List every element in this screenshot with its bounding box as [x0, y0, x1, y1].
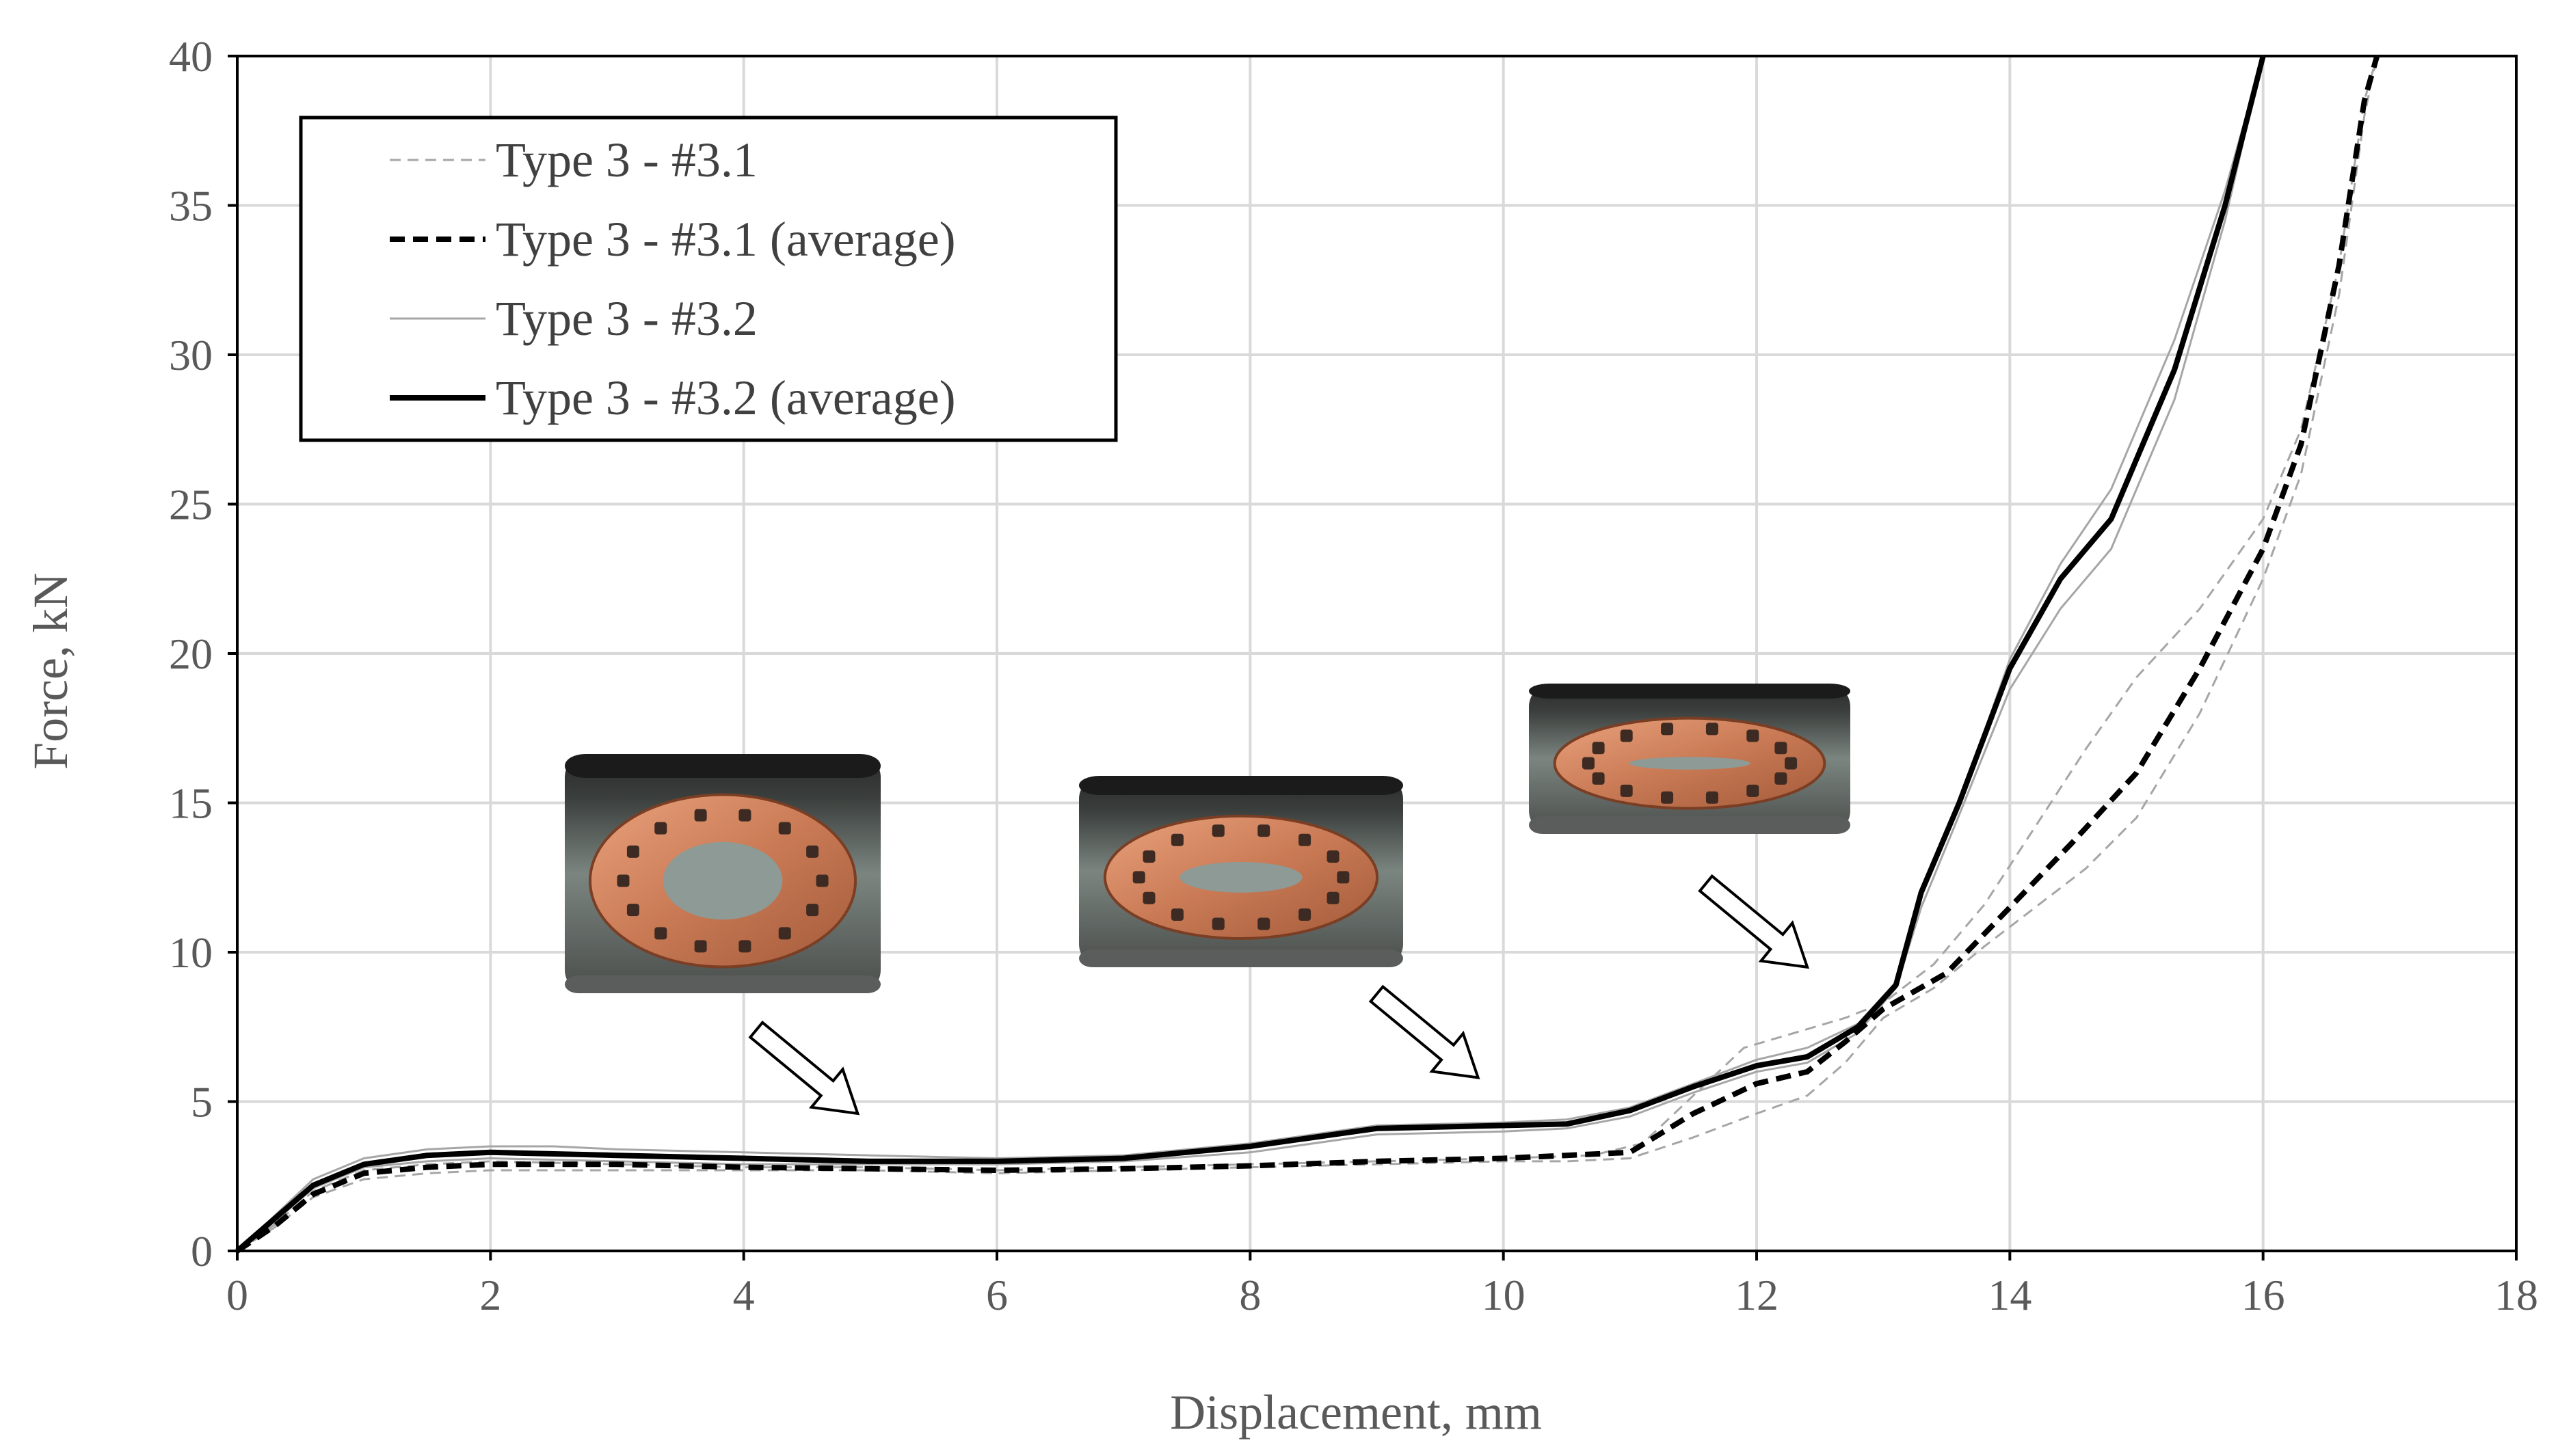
lattice-cell [1337, 871, 1350, 884]
lattice-cell [806, 904, 819, 917]
specimen-photo-3 [1529, 684, 1850, 834]
y-axis-title: Force, kN [23, 573, 78, 770]
lattice-cell [1327, 850, 1340, 863]
series-line-6 [235, 55, 2266, 1254]
lattice-cell [1592, 772, 1605, 785]
legend-label: Type 3 - #3.2 [496, 291, 758, 346]
arrow-3 [1698, 874, 1810, 969]
series-line-1 [237, 55, 2378, 1252]
x-tick-label: 4 [733, 1271, 755, 1319]
x-tick-label: 8 [1239, 1271, 1261, 1319]
lattice-cell [1212, 824, 1225, 837]
legend-box [299, 116, 1118, 442]
y-tick-label: 15 [169, 779, 213, 828]
arrow-1 [748, 1020, 860, 1116]
lattice-cell [1774, 772, 1787, 785]
lattice-cell [654, 927, 667, 940]
lattice-cell [1661, 791, 1674, 804]
lattice-cell [1143, 891, 1156, 904]
legend-label: Type 3 - #3.2 (average) [496, 370, 956, 425]
specimen-photo-2 [1079, 776, 1403, 967]
y-tick-label: 10 [169, 928, 213, 977]
lattice-cell [1774, 742, 1787, 755]
specimen-void [663, 841, 783, 920]
lattice-cell [1620, 784, 1633, 797]
lattice-cell [1705, 723, 1718, 736]
press-plate-top [1529, 684, 1850, 699]
lattice-cell [778, 927, 791, 940]
lattice-cell [1143, 850, 1156, 863]
specimen-void [1180, 862, 1303, 893]
lattice-cell [626, 904, 639, 917]
x-tick-label: 2 [479, 1271, 501, 1319]
lattice-cell [1592, 742, 1605, 755]
y-tick-label: 40 [169, 32, 213, 81]
series-line-4 [236, 55, 2265, 1252]
x-tick-label: 14 [1988, 1271, 2031, 1319]
series-line-5 [237, 55, 2265, 1252]
lattice-cell [1705, 791, 1718, 804]
lattice-cell [1257, 917, 1270, 930]
legend: Type 3 - #3.1 Type 3 - #3.1 (average) Type… [299, 116, 1118, 442]
y-axis-ticks: 0 5 10 15 20 25 30 35 40 [169, 32, 237, 1276]
lattice-cell [1298, 908, 1311, 921]
lattice-cell [1327, 891, 1340, 904]
lattice-cell [778, 822, 791, 835]
legend-label: Type 3 - #3.1 (average) [496, 212, 956, 267]
x-tick-label: 16 [2241, 1271, 2285, 1319]
legend-label: Type 3 - #3.1 [496, 133, 758, 187]
press-plate-bottom [1079, 949, 1403, 967]
press-plate-top [565, 754, 881, 778]
y-tick-label: 20 [169, 630, 213, 678]
arrow-2 [1368, 984, 1480, 1079]
annotation-arrows [748, 874, 1810, 1116]
lattice-cell [694, 940, 707, 953]
lattice-cell [1212, 917, 1225, 930]
y-tick-label: 0 [191, 1227, 213, 1276]
specimen-void [1629, 757, 1750, 770]
lattice-cell [617, 874, 630, 887]
lattice-cell [1132, 871, 1145, 884]
lattice-cell [816, 874, 829, 887]
lattice-cell [1582, 757, 1595, 770]
lattice-cell [1257, 824, 1270, 837]
series-line-2 [237, 55, 2378, 1252]
x-tick-label: 12 [1735, 1271, 1778, 1319]
x-tick-label: 6 [986, 1271, 1008, 1319]
lattice-cell [1746, 729, 1759, 742]
lattice-cell [1661, 723, 1674, 736]
lattice-cell [1298, 833, 1311, 846]
x-tick-label: 10 [1482, 1271, 1526, 1319]
x-tick-label: 0 [226, 1271, 248, 1319]
data-series [235, 55, 2380, 1254]
press-plate-top [1079, 776, 1403, 795]
lattice-cell [738, 940, 751, 953]
lattice-cell [1746, 784, 1759, 797]
lattice-cell [806, 845, 819, 858]
y-tick-label: 25 [169, 481, 213, 529]
y-tick-label: 35 [169, 182, 213, 230]
lattice-cell [626, 845, 639, 858]
y-tick-label: 30 [169, 331, 213, 379]
lattice-cell [1785, 757, 1798, 770]
y-tick-label: 5 [191, 1078, 213, 1127]
specimen-photo-1 [565, 754, 881, 993]
x-tick-label: 18 [2494, 1271, 2538, 1319]
lattice-cell [1171, 833, 1184, 846]
x-axis-title: Displacement, mm [1170, 1385, 1542, 1440]
lattice-cell [1620, 729, 1633, 742]
lattice-cell [654, 822, 667, 835]
lattice-cell [694, 809, 707, 822]
press-plate-bottom [565, 975, 881, 993]
lattice-cell [738, 809, 751, 822]
lattice-cell [1171, 908, 1184, 921]
x-axis-ticks: 0 2 4 6 8 10 12 14 16 18 [226, 1251, 2538, 1319]
press-plate-bottom [1529, 816, 1850, 834]
specimen-insets [565, 684, 1850, 993]
